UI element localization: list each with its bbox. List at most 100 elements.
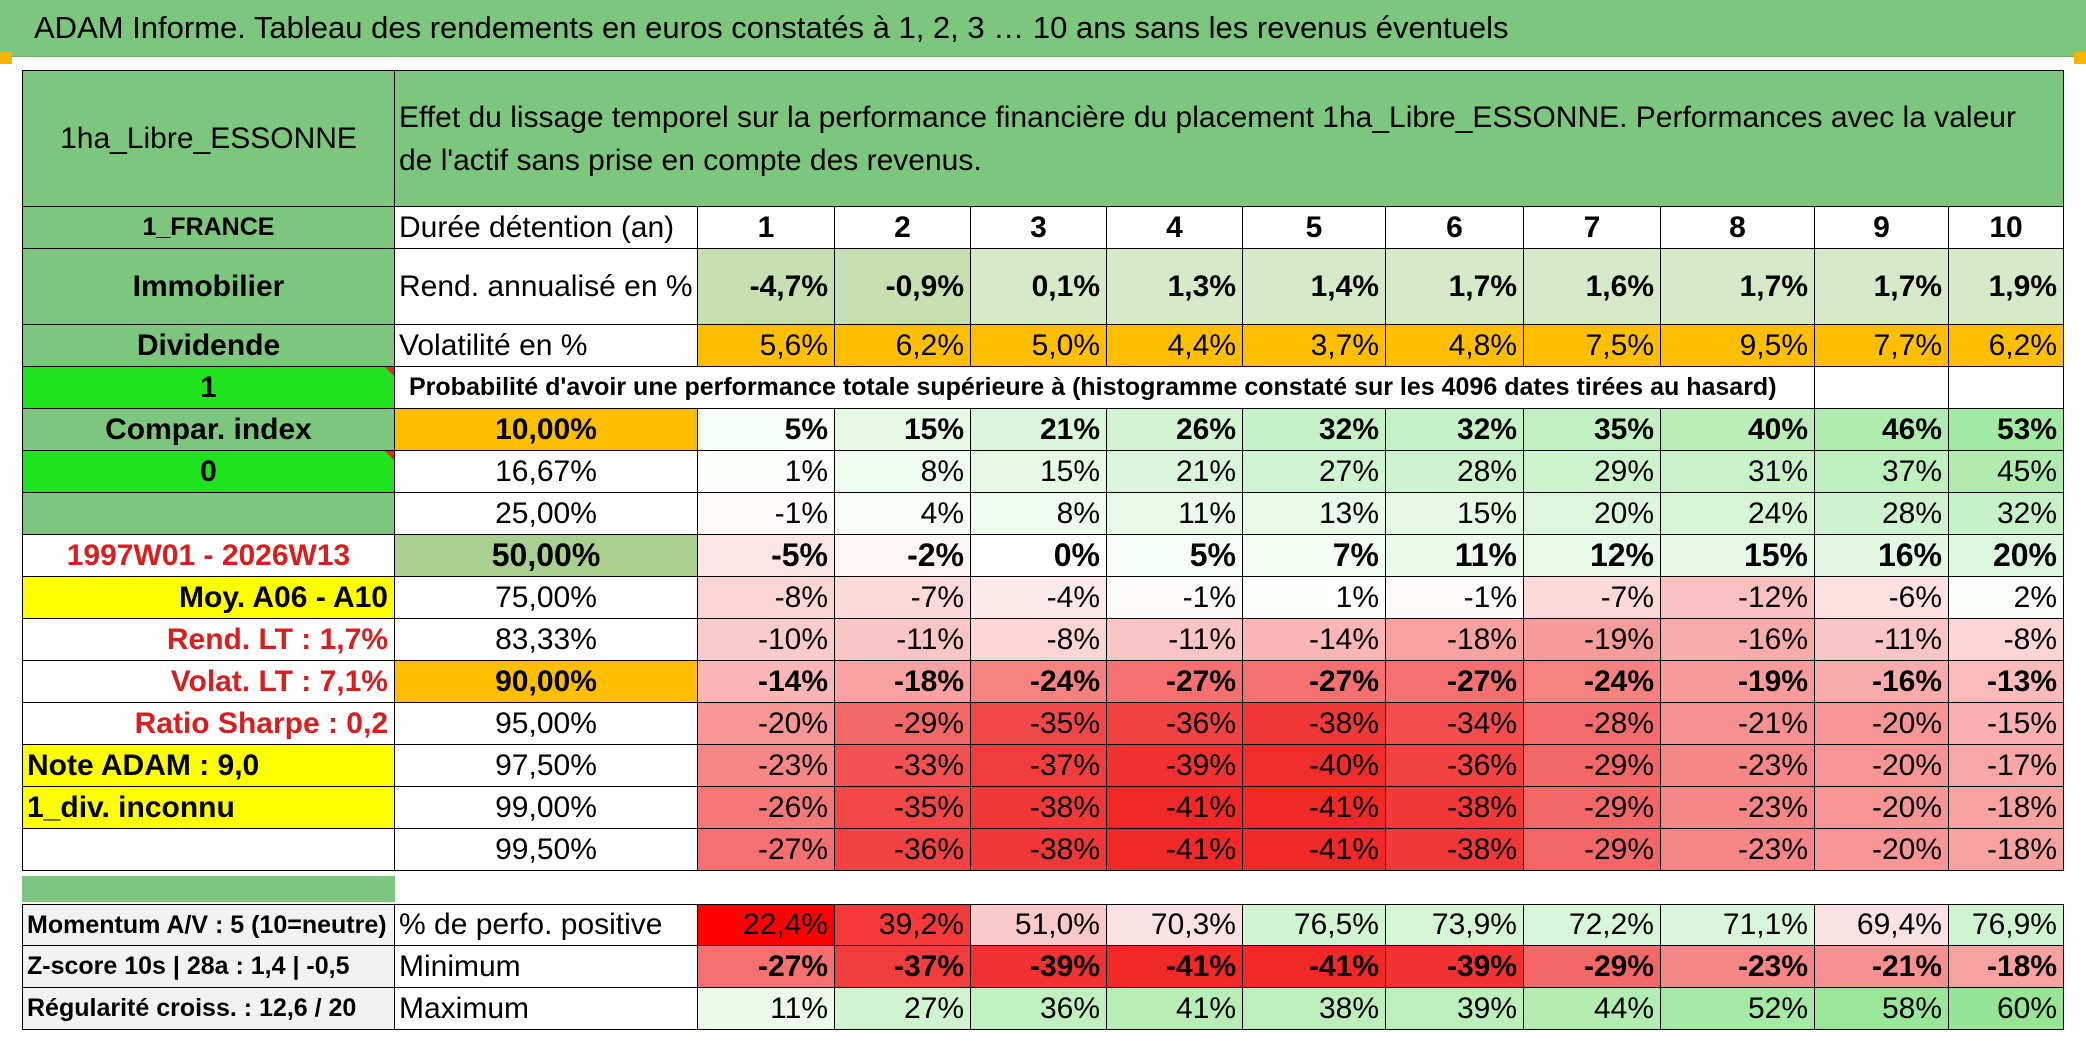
percentile-value: 2% — [1949, 577, 2064, 619]
percentile-value: -11% — [1815, 619, 1949, 661]
positive-value: 76,5% — [1243, 904, 1386, 946]
percentile-value: -16% — [1661, 619, 1815, 661]
percentile-value: 32% — [1949, 493, 2064, 535]
empty-cell — [22, 829, 395, 871]
percentile-value: -18% — [1949, 787, 2064, 829]
rend-value: 1,9% — [1949, 249, 2064, 325]
rend-value: 1,6% — [1524, 249, 1661, 325]
percentile-value: -20% — [1815, 703, 1949, 745]
max-value: 52% — [1661, 988, 1815, 1030]
percentile-value: -36% — [1107, 703, 1243, 745]
min-value: -39% — [1386, 946, 1524, 988]
year-header: 5 — [1243, 207, 1386, 249]
percentile-value: -1% — [1386, 577, 1524, 619]
flag-zero-cell: 0 — [22, 451, 395, 493]
year-header: 4 — [1107, 207, 1243, 249]
percentile-value: -37% — [971, 745, 1107, 787]
percentile-value: 20% — [1524, 493, 1661, 535]
vol-value: 4,8% — [1386, 325, 1524, 367]
rend-value: 1,7% — [1386, 249, 1524, 325]
positive-value: 76,9% — [1949, 904, 2064, 946]
min-value: -29% — [1524, 946, 1661, 988]
percentile-value: -18% — [835, 661, 971, 703]
percentile-value: -10% — [698, 619, 835, 661]
min-value: -18% — [1949, 946, 2064, 988]
percentile-value: 4% — [835, 493, 971, 535]
percentile-value: -4% — [971, 577, 1107, 619]
percentile-value: 8% — [835, 451, 971, 493]
percentile-value: 15% — [835, 409, 971, 451]
max-value: 58% — [1815, 988, 1949, 1030]
percentile-value: -11% — [1107, 619, 1243, 661]
green-spacer — [22, 876, 395, 902]
percentile-label: 97,50% — [395, 745, 698, 787]
percentile-value: -17% — [1949, 745, 2064, 787]
percentile-value: 11% — [1386, 535, 1524, 577]
min-value: -39% — [971, 946, 1107, 988]
percentile-value: 40% — [1661, 409, 1815, 451]
percentile-value: -35% — [835, 787, 971, 829]
positive-value: 22,4% — [698, 904, 835, 946]
max-value: 44% — [1524, 988, 1661, 1030]
percentile-value: -35% — [971, 703, 1107, 745]
vol-value: 5,6% — [698, 325, 835, 367]
percentile-value: -13% — [1949, 661, 2064, 703]
percentile-value: -8% — [1949, 619, 2064, 661]
max-value: 36% — [971, 988, 1107, 1030]
percentile-value: -16% — [1815, 661, 1949, 703]
percentile-value: 1% — [698, 451, 835, 493]
min-value: -23% — [1661, 946, 1815, 988]
percentile-value: 37% — [1815, 451, 1949, 493]
percentile-label: 90,00% — [395, 661, 698, 703]
vol-value: 6,2% — [1949, 325, 2064, 367]
percentile-value: -20% — [1815, 745, 1949, 787]
percentile-label: 83,33% — [395, 619, 698, 661]
rend-value: -4,7% — [698, 249, 835, 325]
percentile-value: 46% — [1815, 409, 1949, 451]
max-value: 41% — [1107, 988, 1243, 1030]
rend-value: 1,3% — [1107, 249, 1243, 325]
positive-value: 39,2% — [835, 904, 971, 946]
percentile-value: 45% — [1949, 451, 2064, 493]
percentile-value: -21% — [1661, 703, 1815, 745]
percentile-value: -29% — [835, 703, 971, 745]
percentile-value: 13% — [1243, 493, 1386, 535]
percentile-value: 28% — [1815, 493, 1949, 535]
percentile-value: -23% — [1661, 829, 1815, 871]
percentile-value: 1% — [1243, 577, 1386, 619]
duree-label: Durée détention (an) — [395, 207, 698, 249]
percentile-value: -1% — [1107, 577, 1243, 619]
rend-lt-label: Rend. LT : 1,7% — [22, 619, 395, 661]
category-label: Immobilier — [22, 249, 395, 325]
percentile-value: -23% — [1661, 787, 1815, 829]
regularite-label: Régularité croiss. : 12,6 / 20 — [22, 988, 395, 1030]
flag-one-cell: 1 — [22, 367, 395, 409]
note-adam-label: Note ADAM : 9,0 — [22, 745, 395, 787]
percentile-value: 35% — [1524, 409, 1661, 451]
max-value: 11% — [698, 988, 835, 1030]
percentile-value: 0% — [971, 535, 1107, 577]
percentile-value: -24% — [971, 661, 1107, 703]
percentile-value: 16% — [1815, 535, 1949, 577]
positive-value: 72,2% — [1524, 904, 1661, 946]
year-header: 1 — [698, 207, 835, 249]
percentile-label: 50,00% — [395, 535, 698, 577]
percentile-value: -36% — [835, 829, 971, 871]
percentile-value: -20% — [1815, 787, 1949, 829]
percentile-value: -27% — [698, 829, 835, 871]
percentile-value: -38% — [1243, 703, 1386, 745]
asset-name: 1ha_Libre_ESSONNE — [22, 70, 395, 207]
percentile-value: -27% — [1107, 661, 1243, 703]
min-value: -27% — [698, 946, 835, 988]
max-value: 38% — [1243, 988, 1386, 1030]
max-label: Maximum — [395, 988, 698, 1030]
income-type-label: Dividende — [22, 325, 395, 367]
vol-label: Volatilité en % — [395, 325, 698, 367]
percentile-value: -14% — [698, 661, 835, 703]
percentile-value: -23% — [698, 745, 835, 787]
percentile-value: 53% — [1949, 409, 2064, 451]
percentile-value: -26% — [698, 787, 835, 829]
percentile-label: 99,00% — [395, 787, 698, 829]
rend-value: -0,9% — [835, 249, 971, 325]
page-title: ADAM Informe. Tableau des rendements en … — [34, 10, 1509, 45]
